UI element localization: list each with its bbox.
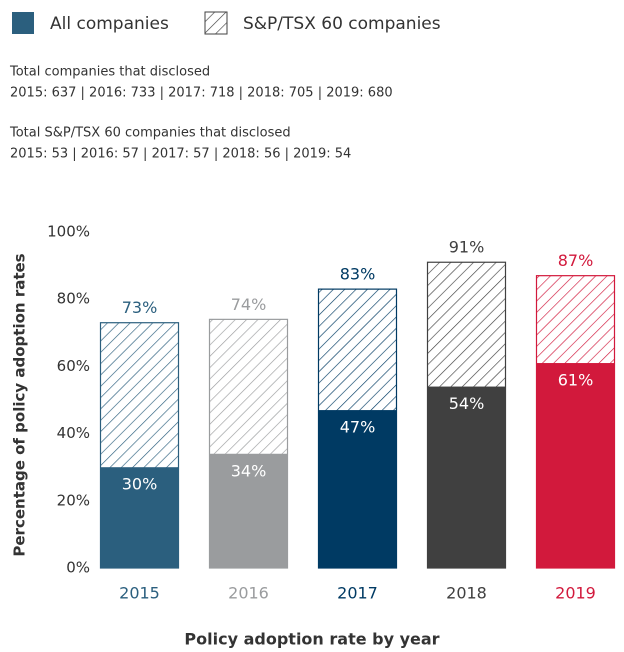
legend-label: S&P/TSX 60 companies [243,14,441,34]
value-label: 91% [449,238,485,257]
x-tick-label: 2019 [555,584,596,603]
value-label: 73% [122,298,158,317]
bar [100,467,179,568]
value-label: 54% [449,394,485,413]
legend-swatch [204,11,228,35]
legend-label: All companies [50,14,169,34]
note: 2015: 637 | 2016: 733 | 2017: 718 | 2018… [10,86,393,101]
x-tick-label: 2015 [119,584,160,603]
value-label: 47% [340,418,376,437]
x-tick-label: 2016 [228,584,269,603]
legend-swatch [12,12,34,34]
value-label: 30% [122,475,158,494]
y-tick-label: 100% [47,223,90,241]
y-tick-label: 80% [57,290,90,308]
note: Total S&P/TSX 60 companies that disclose… [9,126,291,141]
x-tick-label: 2017 [337,584,378,603]
y-tick-label: 20% [57,491,90,509]
value-label: 61% [558,371,594,390]
value-label: 83% [340,265,376,284]
y-tick-label: 40% [57,424,90,442]
y-tick-label: 0% [66,559,90,577]
note: Total companies that disclosed [9,65,210,80]
y-tick-label: 60% [57,357,90,375]
x-tick-label: 2018 [446,584,487,603]
y-axis-label: Percentage of policy adoption rates [11,253,29,556]
bar [536,363,615,568]
bar [427,386,506,568]
note: 2015: 53 | 2016: 57 | 2017: 57 | 2018: 5… [10,147,351,162]
value-label: 74% [231,295,267,314]
bar [318,410,397,568]
bar [209,453,288,568]
x-axis-label: Policy adoption rate by year [184,630,439,649]
value-label: 87% [558,251,594,270]
value-label: 34% [231,461,267,480]
